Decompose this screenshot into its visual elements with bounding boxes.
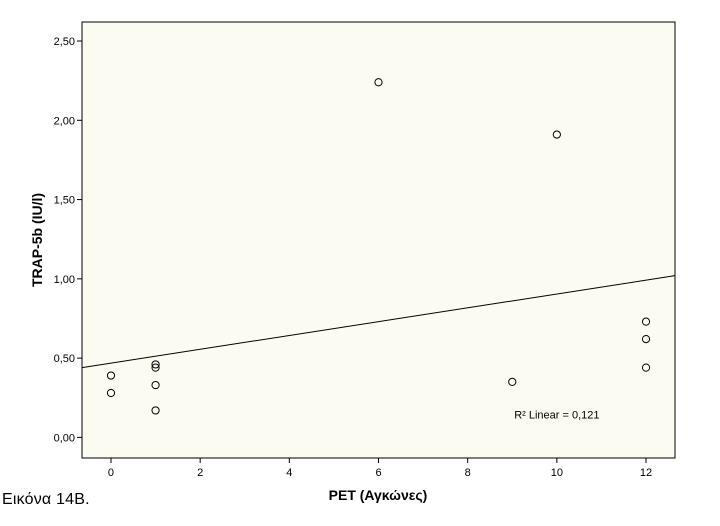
data-point [151,406,160,415]
y-tick-label: 0,00 [54,432,75,444]
x-tick-label: 2 [197,467,203,479]
data-point [641,363,651,372]
data-point [106,371,116,380]
y-tick-label: 2,00 [54,115,75,127]
x-tick-label: 10 [551,467,563,479]
data-point [151,380,160,390]
x-tick-label: 8 [465,467,471,479]
data-point [552,130,561,139]
linear-fit-line [81,275,676,369]
data-point [106,388,116,398]
y-axis: 0,00 0,50 1,00 1,50 2,00 2,50 [54,36,82,444]
figure-caption: Εικόνα 14Β. [2,491,90,508]
data-point [151,363,160,372]
plot-area [81,21,676,459]
x-tick-label: 0 [108,467,114,479]
y-tick-label: 1,00 [54,274,75,286]
y-tick-label: 0,50 [54,353,75,365]
y-axis-title: TRAP-5b (IU/l) [29,193,45,287]
data-point [374,78,383,87]
x-tick-label: 12 [640,467,652,479]
data-point [151,360,160,369]
data-point [641,334,651,344]
data-point [508,377,517,386]
y-tick-label: 2,50 [54,36,75,48]
x-axis-title: PET (Αγκώνες) [329,487,428,503]
x-axis: 0 2 4 6 8 10 12 [108,458,652,479]
data-point [641,317,651,326]
x-tick-label: 4 [286,467,292,479]
fit-line-group [81,275,676,369]
x-tick-label: 6 [375,467,381,479]
y-tick-label: 1,50 [54,195,75,207]
data-points [106,78,651,415]
r-squared-annotation: R² Linear = 0,121 [514,409,599,421]
